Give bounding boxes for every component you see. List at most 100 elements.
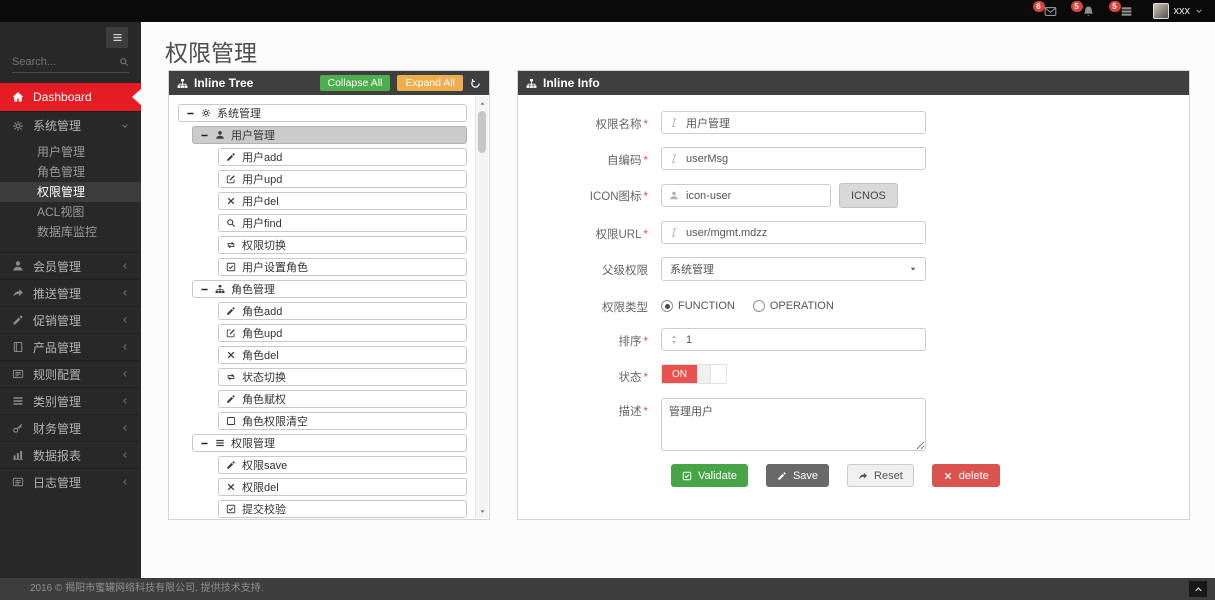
chevron-down-icon [121, 122, 129, 130]
tree-node-permission-mgmt[interactable]: 权限管理 [192, 434, 467, 452]
minus-icon [200, 439, 209, 448]
tree-node-role-add[interactable]: 角色add [218, 302, 467, 320]
notifications-count-badge: 5 [1070, 1, 1083, 12]
submenu-item-acl-view[interactable]: ACL视图 [37, 205, 85, 219]
sidebar-item-label: 会员管理 [33, 259, 82, 274]
sort-input[interactable] [686, 329, 918, 350]
field-label: 排序 * [618, 336, 648, 348]
chevron-down-icon [1195, 7, 1203, 15]
pencil-icon [777, 471, 787, 481]
scrollbar-thumb[interactable] [478, 111, 486, 153]
user-menu[interactable]: xxx [1152, 3, 1204, 19]
key-icon [12, 422, 24, 434]
radio-operation[interactable]: OPERATION [752, 300, 834, 312]
required-asterisk: * [643, 229, 648, 241]
tree-node-role-mgmt[interactable]: 角色管理 [192, 280, 467, 298]
caret-down-icon [909, 265, 917, 273]
collapse-all-button[interactable]: Collapse All [319, 75, 391, 91]
inline-tree-panel: Inline Tree Collapse All Expand All 系统管理… [168, 70, 490, 520]
validate-button[interactable]: Validate [671, 464, 748, 487]
permission-name-input[interactable] [686, 112, 918, 133]
parent-permission-select[interactable]: 系统管理 [661, 257, 926, 281]
required-asterisk: * [643, 406, 648, 418]
radio-function[interactable]: FUNCTION [661, 300, 735, 312]
tree-node-user-mgmt[interactable]: 用户管理 [192, 126, 467, 144]
tree-node-role-del[interactable]: 角色del [218, 346, 467, 364]
search-icon [226, 218, 236, 228]
scrollbar-up-arrow[interactable] [476, 97, 488, 109]
sidebar-item-promotion[interactable]: 促销管理 [0, 306, 141, 333]
refresh-button[interactable] [470, 78, 481, 89]
sidebar-item-logs[interactable]: 日志管理 [0, 468, 141, 495]
sidebar-item-rules[interactable]: 规则配置 [0, 360, 141, 387]
form-row-description: 描述 * 管理用户 [538, 398, 1189, 451]
tree-node-permission-save[interactable]: 权限save [218, 456, 467, 474]
user-icon [215, 130, 225, 140]
submenu-item-db-monitor[interactable]: 数据库监控 [37, 225, 98, 239]
pencil-icon [226, 306, 236, 316]
permission-url-input[interactable] [686, 222, 918, 243]
envelope-icon [1044, 5, 1057, 18]
tasks-count-badge: 5 [1108, 1, 1121, 12]
tree-node-user-find[interactable]: 用户find [218, 214, 467, 232]
toggle-on-label: ON [662, 365, 697, 383]
retweet-icon [226, 372, 236, 382]
scroll-to-top-button[interactable] [1188, 580, 1208, 598]
tree-node-submit-check[interactable]: 提交校验 [218, 500, 467, 518]
description-textarea[interactable]: 管理用户 [661, 398, 926, 451]
sidebar-search [12, 56, 129, 73]
tree-node-user-upd[interactable]: 用户upd [218, 170, 467, 188]
sidebar-item-label: 推送管理 [33, 286, 82, 301]
check-square-icon [226, 262, 236, 272]
sidebar-item-finance[interactable]: 财务管理 [0, 414, 141, 441]
sidebar-toggle-button[interactable] [106, 27, 128, 48]
tree-node-role-clear[interactable]: 角色权限清空 [218, 412, 467, 430]
tree-node-permission-switch[interactable]: 权限切换 [218, 236, 467, 254]
tasks-menu[interactable]: 5 [1108, 1, 1133, 19]
sidebar-item-dashboard[interactable]: Dashboard [0, 83, 141, 111]
tree-node-user-del[interactable]: 用户del [218, 192, 467, 210]
submenu-item-role-mgmt[interactable]: 角色管理 [37, 165, 86, 179]
code-field [661, 147, 926, 170]
user-name: xxx [1173, 5, 1191, 17]
tree-node-label: 权限del [242, 482, 279, 494]
pencil-icon [226, 460, 236, 470]
pencil-icon [226, 152, 236, 162]
sidebar-item-reports[interactable]: 数据报表 [0, 441, 141, 468]
submenu-item-user-mgmt[interactable]: 用户管理 [37, 145, 86, 159]
messages-menu[interactable]: 6 [1032, 1, 1057, 19]
tree-node-permission-del[interactable]: 权限del [218, 478, 467, 496]
icnos-button[interactable]: ICNOS [839, 183, 898, 208]
search-input[interactable] [12, 56, 119, 68]
times-icon [226, 482, 236, 492]
status-toggle[interactable]: ON [661, 364, 727, 384]
sidebar-item-products[interactable]: 产品管理 [0, 333, 141, 360]
tree-node-user-set-role[interactable]: 用户设置角色 [218, 258, 467, 276]
code-input[interactable] [686, 148, 918, 169]
search-icon [119, 57, 129, 67]
user-icon [669, 190, 679, 201]
home-icon [12, 91, 24, 103]
sidebar-item-members[interactable]: 会员管理 [0, 252, 141, 279]
tree-node-status-switch[interactable]: 状态切换 [218, 368, 467, 386]
reset-button[interactable]: Reset [847, 464, 914, 487]
submenu-item-permission-mgmt[interactable]: 权限管理 [0, 182, 141, 202]
tree-node-user-add[interactable]: 用户add [218, 148, 467, 166]
icon-input[interactable] [686, 185, 823, 206]
sidebar-item-categories[interactable]: 类别管理 [0, 387, 141, 414]
tree-node-system-mgmt[interactable]: 系统管理 [178, 104, 467, 122]
tree-node-role-grant[interactable]: 角色赋权 [218, 390, 467, 408]
tree-node-role-upd[interactable]: 角色upd [218, 324, 467, 342]
notifications-menu[interactable]: 5 [1070, 1, 1095, 19]
sidebar-item-push[interactable]: 推送管理 [0, 279, 141, 306]
delete-button[interactable]: delete [931, 464, 1000, 487]
scrollbar-down-arrow[interactable] [476, 505, 488, 517]
tree-node-label: 用户del [242, 196, 279, 208]
sidebar-group-system[interactable]: 系统管理 [0, 111, 141, 139]
form-row-status: 状态 * ON [538, 364, 1189, 385]
expand-all-button[interactable]: Expand All [397, 75, 463, 91]
form-row-url: 权限URL * [538, 221, 1189, 244]
save-button[interactable]: Save [765, 464, 830, 487]
tree-scrollbar[interactable] [475, 96, 488, 518]
